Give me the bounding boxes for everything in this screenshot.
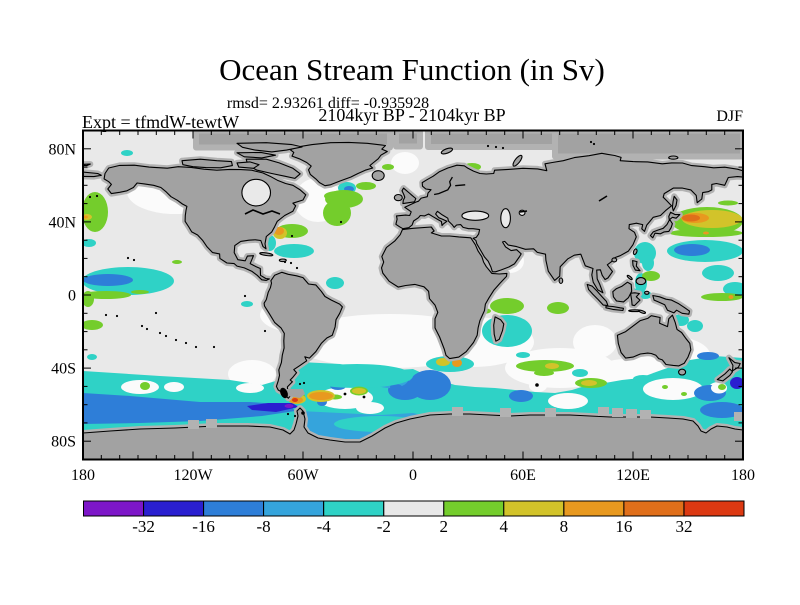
svg-text:Ocean Stream Function (in Sv): Ocean Stream Function (in Sv)	[219, 52, 605, 87]
svg-text:0: 0	[409, 467, 417, 484]
svg-text:8: 8	[560, 517, 569, 536]
svg-text:2: 2	[440, 517, 449, 536]
svg-text:60E: 60E	[510, 467, 536, 484]
svg-text:-4: -4	[317, 517, 332, 536]
svg-text:80N: 80N	[48, 141, 76, 158]
svg-text:180: 180	[731, 467, 755, 484]
svg-text:60W: 60W	[287, 467, 319, 484]
svg-text:-32: -32	[132, 517, 155, 536]
svg-text:-2: -2	[377, 517, 391, 536]
svg-text:40N: 40N	[48, 214, 76, 231]
svg-text:120E: 120E	[616, 467, 650, 484]
svg-text:16: 16	[615, 517, 632, 536]
svg-text:80S: 80S	[51, 434, 76, 451]
svg-text:180: 180	[71, 467, 95, 484]
svg-text:2104kyr BP - 2104kyr BP: 2104kyr BP - 2104kyr BP	[318, 105, 505, 125]
svg-text:120W: 120W	[173, 467, 213, 484]
svg-text:-16: -16	[192, 517, 215, 536]
svg-text:40S: 40S	[51, 361, 76, 378]
svg-text:0: 0	[68, 288, 76, 305]
svg-text:-8: -8	[257, 517, 271, 536]
svg-text:4: 4	[500, 517, 509, 536]
svg-text:rmsd= 2.93261 diff= -0.935928: rmsd= 2.93261 diff= -0.935928	[227, 95, 429, 112]
svg-text:DJF: DJF	[716, 108, 743, 125]
svg-text:Expt = tfmdW-tewtW: Expt = tfmdW-tewtW	[82, 112, 239, 132]
svg-text:32: 32	[676, 517, 693, 536]
